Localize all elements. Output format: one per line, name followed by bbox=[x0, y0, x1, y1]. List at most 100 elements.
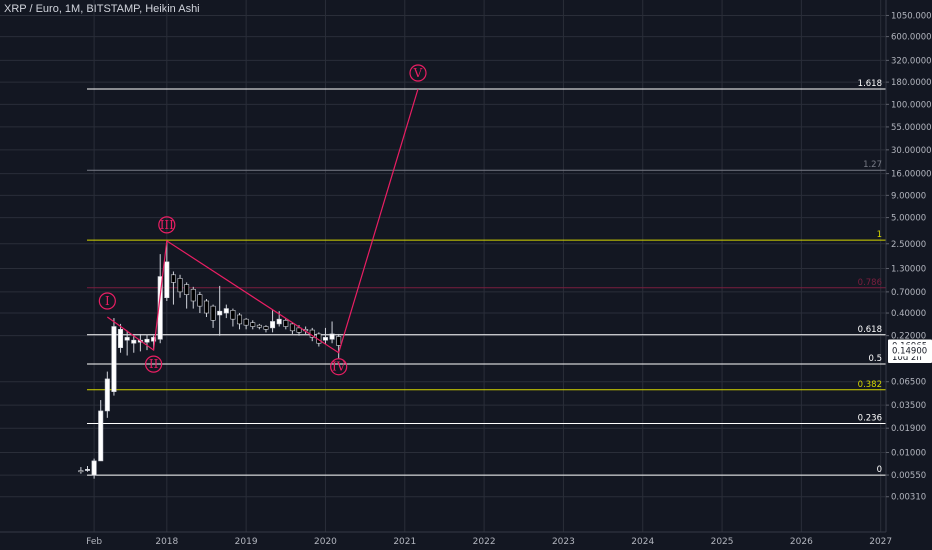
candle-body bbox=[336, 336, 342, 346]
price-badge bbox=[888, 344, 932, 357]
price-badge-label: 10d 2h bbox=[892, 353, 922, 363]
candle-body bbox=[322, 337, 328, 341]
fib-level-label: 0.236 bbox=[858, 414, 882, 424]
fib-level-label: 1.618 bbox=[858, 79, 882, 89]
candle-body bbox=[118, 329, 124, 348]
candle-body bbox=[223, 308, 229, 314]
fibonacci-retracement: 0 0.236 0.382 0.5 0.618 0.786 1 1.27 1.618 bbox=[87, 79, 886, 476]
candle-body bbox=[197, 294, 203, 307]
candle-body bbox=[111, 326, 117, 392]
time-tick-label: 2018 bbox=[155, 537, 178, 547]
candlestick-series bbox=[78, 240, 342, 479]
candle-body bbox=[263, 326, 269, 330]
candle-body bbox=[250, 322, 256, 327]
wave-label: II bbox=[149, 357, 159, 371]
wave-path bbox=[106, 88, 419, 354]
wave-label: III bbox=[160, 218, 174, 232]
wave-marker bbox=[98, 292, 116, 310]
fib-level-label: 1 bbox=[877, 230, 882, 240]
candle-body bbox=[157, 276, 163, 340]
candle-body bbox=[170, 274, 176, 283]
candle-body bbox=[270, 321, 276, 329]
fib-level-label: 0.382 bbox=[858, 380, 882, 390]
candle-body bbox=[283, 320, 289, 327]
candle-body bbox=[237, 314, 243, 325]
time-tick-label: 2021 bbox=[393, 537, 416, 547]
price-badge-label: 0.14900 bbox=[892, 346, 927, 356]
fib-level-label: 0.5 bbox=[868, 354, 882, 364]
candle-body bbox=[190, 288, 196, 302]
chart-title: XRP / Euro, 1M, BITSTAMP, Heikin Ashi bbox=[4, 3, 200, 15]
candle-body bbox=[98, 410, 104, 462]
price-tick-label: 0.06500 bbox=[891, 378, 926, 388]
candle-body bbox=[164, 261, 170, 299]
candle-body bbox=[256, 324, 262, 328]
wave-marker bbox=[330, 358, 348, 376]
candle-body bbox=[243, 318, 249, 326]
candle-body bbox=[131, 339, 137, 344]
candle-body bbox=[144, 338, 150, 343]
fib-level-label: 0 bbox=[877, 465, 882, 475]
wave-label: I bbox=[105, 294, 110, 308]
price-axis: 1050.00000 600.00000 320.00000 180.00000 100… bbox=[885, 0, 932, 532]
price-tick-label: 0.00310 bbox=[891, 493, 926, 503]
price-tick-label: 5.00000 bbox=[891, 214, 926, 224]
candle-body bbox=[124, 337, 130, 341]
price-tick-label: 2.50000 bbox=[891, 240, 926, 250]
candle-body bbox=[217, 310, 223, 316]
time-tick-label: 2020 bbox=[314, 537, 337, 547]
wave-label: V bbox=[413, 66, 423, 80]
time-tick-label: 2027 bbox=[869, 537, 892, 547]
price-tick-label: 0.01900 bbox=[891, 424, 926, 434]
fib-level-label: 0.786 bbox=[858, 278, 882, 288]
candle-body bbox=[296, 327, 302, 333]
price-badges: 0.1696510d 2h0.14900 bbox=[888, 339, 932, 363]
price-tick-label: 0.70000 bbox=[891, 288, 926, 298]
time-tick-label: 2024 bbox=[631, 537, 654, 547]
price-tick-label: 16.00000 bbox=[891, 170, 932, 180]
price-tick-label: 30.00000 bbox=[891, 146, 932, 156]
candle-body bbox=[85, 469, 91, 471]
candle-body bbox=[230, 310, 236, 320]
candle-body bbox=[104, 378, 110, 412]
price-tick-label: 0.01000 bbox=[891, 448, 926, 458]
price-tick-label: 55.00000 bbox=[891, 123, 932, 133]
time-tick-label: 2025 bbox=[711, 537, 734, 547]
price-tick-label: 1.30000 bbox=[891, 264, 926, 274]
time-tick-label: 2022 bbox=[473, 537, 496, 547]
candle-body bbox=[329, 333, 335, 340]
wave-marker bbox=[145, 355, 163, 373]
time-tick-label: 2026 bbox=[790, 537, 813, 547]
wave-marker bbox=[158, 216, 176, 234]
price-tick-label: 180.00000 bbox=[891, 78, 932, 88]
price-tick-label: 0.40000 bbox=[891, 309, 926, 319]
candle-body bbox=[276, 318, 282, 325]
price-tick-label: 0.00550 bbox=[891, 471, 926, 481]
time-tick-label: 2019 bbox=[235, 537, 258, 547]
fib-level-label: 1.27 bbox=[863, 160, 882, 170]
time-tick-label: Feb bbox=[86, 537, 102, 547]
candle-body bbox=[289, 323, 295, 332]
price-tick-label: 0.03500 bbox=[891, 401, 926, 411]
price-tick-label: 320.00000 bbox=[891, 56, 932, 66]
wave-label: IV bbox=[332, 360, 346, 374]
grid bbox=[0, 0, 886, 532]
wave-marker bbox=[409, 64, 427, 82]
price-tick-label: 9.00000 bbox=[891, 191, 926, 201]
price-tick-label: 600.00000 bbox=[891, 33, 932, 43]
candle-body bbox=[177, 278, 183, 293]
candle-body bbox=[210, 305, 216, 321]
candle-body bbox=[78, 470, 84, 473]
price-tick-label: 100.00000 bbox=[891, 100, 932, 110]
candle-body bbox=[91, 460, 97, 476]
time-axis: Feb 2018 2019 2020 2021 2022 2023 2024 2025 2026 2… bbox=[0, 531, 892, 547]
time-tick-label: 2023 bbox=[552, 537, 575, 547]
candle-body bbox=[184, 284, 190, 295]
price-tick-label: 0.22000 bbox=[891, 332, 926, 342]
price-tick-label: 1050.00000 bbox=[891, 11, 932, 21]
candle-body bbox=[203, 300, 209, 314]
candle-body bbox=[151, 337, 157, 342]
fib-level-label: 0.618 bbox=[858, 325, 882, 335]
